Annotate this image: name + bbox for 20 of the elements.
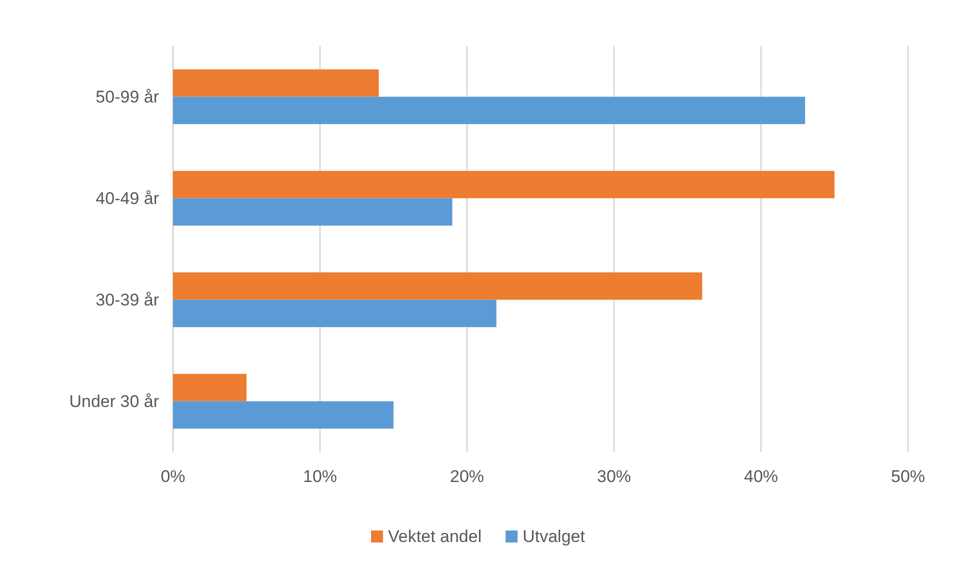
x-tick-label: 50% (890, 467, 926, 486)
y-tick-label: 50-99 år (96, 87, 160, 106)
x-tick-label: 0% (160, 467, 186, 486)
y-tick-label: 40-49 år (96, 188, 160, 208)
bar (173, 170, 834, 198)
bar (173, 198, 452, 226)
bar (173, 96, 806, 124)
x-tick-label: 10% (302, 467, 338, 486)
bar (173, 374, 246, 402)
legend-label: Vektet andel (388, 527, 482, 546)
y-tick-label: Under 30 år (69, 392, 160, 411)
x-tick-label: 20% (450, 467, 484, 486)
x-tick-label: 40% (744, 467, 778, 486)
x-tick-label: 30% (596, 467, 632, 486)
y-tick-label: 30-39 år (96, 290, 160, 310)
legend-label: Utvalget (522, 527, 586, 546)
bar (173, 272, 702, 300)
bar (173, 401, 394, 429)
bar (173, 69, 379, 97)
bar (173, 300, 496, 328)
